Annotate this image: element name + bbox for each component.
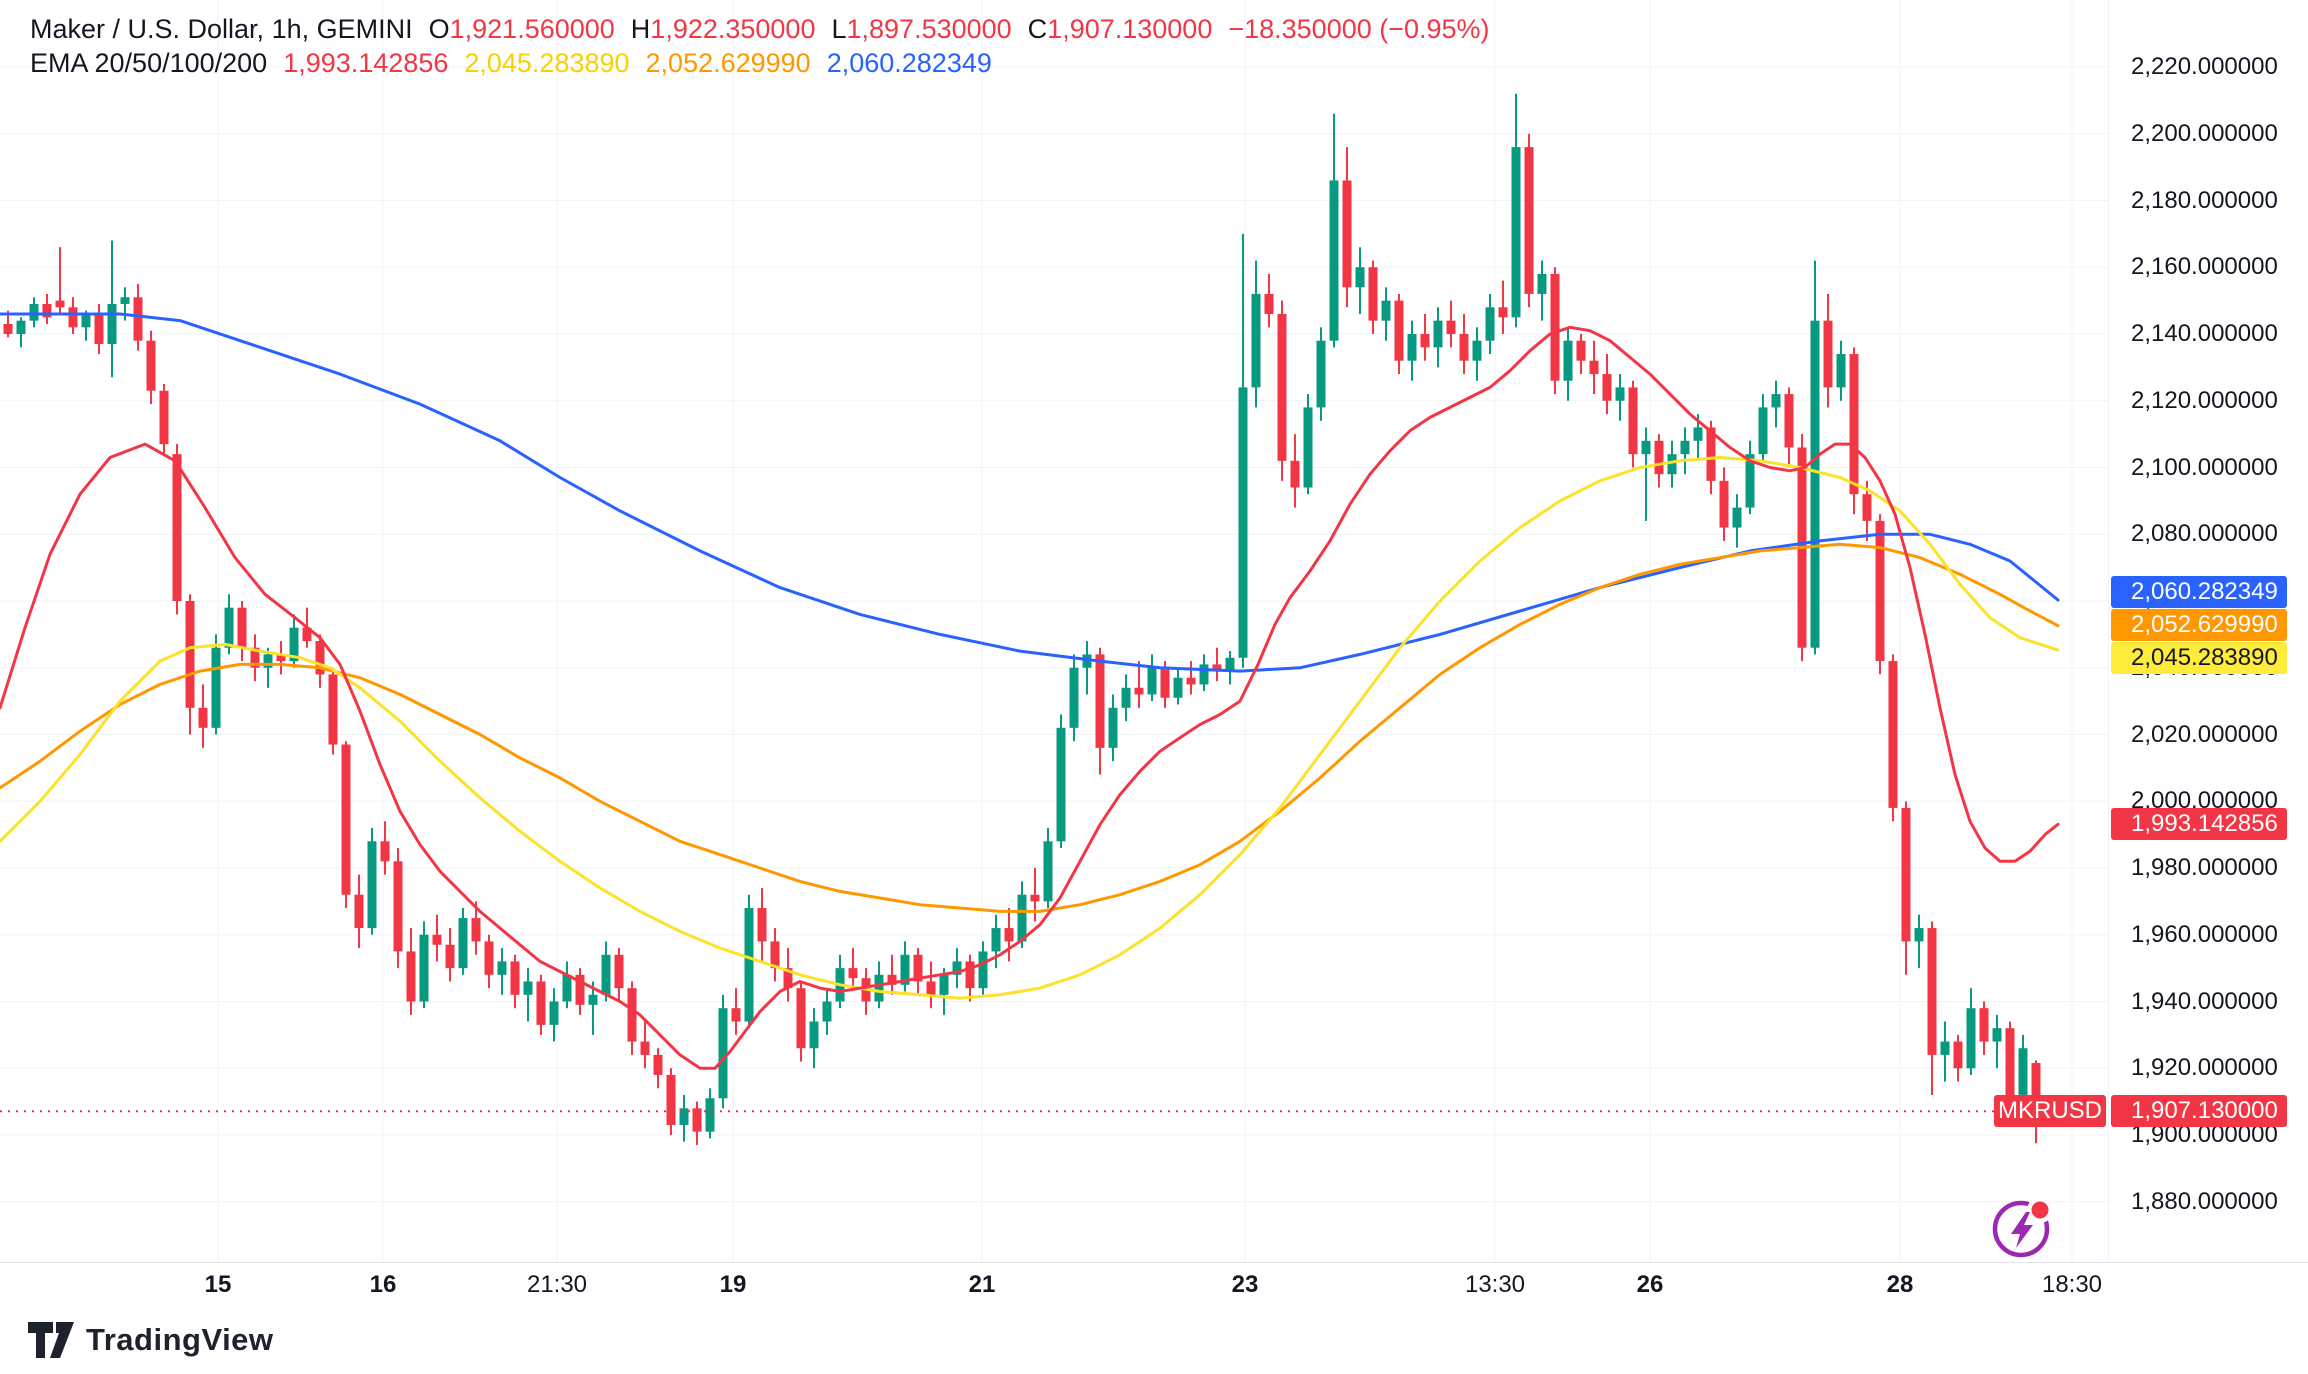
time-tick-label: 23 bbox=[1231, 1271, 1259, 1298]
ema-price-tag: 2,045.283890 bbox=[2111, 642, 2287, 675]
time-tick-label: 21 bbox=[968, 1271, 996, 1298]
ema100-value: 2,052.629990 bbox=[645, 47, 811, 78]
price-tick-label: 2,120.000000 bbox=[2131, 386, 2278, 414]
ohlc-low: L1,897.530000 bbox=[831, 13, 1012, 44]
price-axis[interactable]: 1,880.000000 1,900.000000 1,920.000000 1,94… bbox=[2108, 0, 2308, 1262]
ema-price-tag: 2,052.629990 bbox=[2111, 609, 2287, 642]
price-tick-label: 2,080.000000 bbox=[2131, 520, 2278, 548]
ohlc-high: H1,922.350000 bbox=[630, 13, 816, 44]
time-tick-label: 21:30 bbox=[526, 1271, 588, 1298]
symbol-price-label: MKRUSD bbox=[1994, 1095, 2106, 1128]
lightning-bolt-icon bbox=[1992, 1197, 2053, 1258]
price-tick-label: 2,140.000000 bbox=[2131, 320, 2278, 347]
price-tick-label: 2,220.000000 bbox=[2131, 53, 2278, 80]
time-tick-label: 19 bbox=[719, 1271, 747, 1298]
time-tick-label: 18:30 bbox=[2041, 1271, 2103, 1298]
change-value: −18.350000 (−0.95%) bbox=[1228, 13, 1490, 44]
time-tick-label: 16 bbox=[369, 1271, 397, 1298]
symbol-title[interactable]: Maker / U.S. Dollar, 1h, GEMINI bbox=[30, 13, 413, 44]
ohlc-close: C1,907.130000 bbox=[1027, 13, 1213, 44]
price-tick-label: 1,980.000000 bbox=[2131, 854, 2278, 881]
lightning-bolt-button[interactable] bbox=[1990, 1196, 2056, 1262]
tradingview-glyph-icon bbox=[28, 1322, 74, 1358]
ema-legend-row[interactable]: EMA 20/50/100/200 1,993.142856 2,045.283… bbox=[30, 46, 1506, 80]
notification-dot bbox=[2031, 1201, 2049, 1219]
time-axis[interactable]: 15 16 21:30 19 21 23 13:30 26 28 18:30 bbox=[0, 1262, 2308, 1309]
price-tick-label: 1,960.000000 bbox=[2131, 920, 2278, 948]
ema50-value: 2,045.283890 bbox=[464, 47, 630, 78]
brand-name: TradingView bbox=[86, 1322, 274, 1357]
ema-indicator-title[interactable]: EMA 20/50/100/200 bbox=[30, 47, 268, 78]
symbol-legend-row[interactable]: Maker / U.S. Dollar, 1h, GEMINI O1,921.5… bbox=[30, 12, 1506, 46]
price-tick-label: 1,880.000000 bbox=[2131, 1187, 2278, 1215]
tradingview-logo[interactable]: TradingView bbox=[28, 1322, 274, 1358]
time-tick-label: 26 bbox=[1636, 1271, 1664, 1298]
price-tick-label: 2,200.000000 bbox=[2131, 119, 2278, 147]
price-tick-label: 2,100.000000 bbox=[2131, 453, 2278, 481]
time-tick-label: 15 bbox=[204, 1271, 232, 1298]
price-tick-label: 1,940.000000 bbox=[2131, 987, 2278, 1015]
chart-legend: Maker / U.S. Dollar, 1h, GEMINI O1,921.5… bbox=[30, 12, 1506, 80]
ema-price-tag: 1,993.142856 bbox=[2111, 808, 2287, 841]
last-price-tag: 1,907.130000 bbox=[2111, 1095, 2287, 1128]
price-tick-label: 2,020.000000 bbox=[2131, 720, 2278, 748]
ema-price-tag: 2,060.282349 bbox=[2111, 576, 2287, 609]
ohlc-open: O1,921.560000 bbox=[428, 13, 615, 44]
price-tick-label: 2,180.000000 bbox=[2131, 186, 2278, 214]
ema200-value: 2,060.282349 bbox=[826, 47, 992, 78]
time-tick-label: 28 bbox=[1886, 1271, 1914, 1298]
time-tick-label: 13:30 bbox=[1464, 1271, 1526, 1298]
price-tick-label: 2,160.000000 bbox=[2131, 253, 2278, 281]
ema20-value: 1,993.142856 bbox=[283, 47, 449, 78]
chart-plot-area[interactable]: Maker / U.S. Dollar, 1h, GEMINI O1,921.5… bbox=[0, 0, 2108, 1262]
candlestick-chart bbox=[0, 0, 2108, 1262]
price-tick-label: 1,920.000000 bbox=[2131, 1054, 2278, 1082]
